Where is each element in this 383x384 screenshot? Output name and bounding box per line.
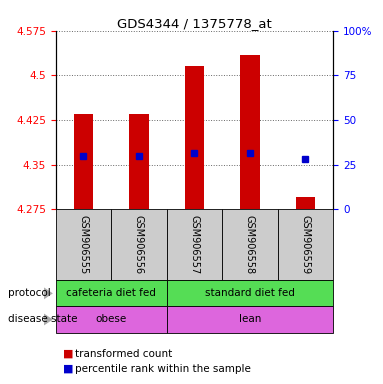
Bar bbox=[74, 114, 93, 209]
Bar bbox=[167, 209, 222, 280]
Text: obese: obese bbox=[95, 314, 127, 324]
Bar bbox=[56, 209, 111, 280]
Bar bbox=[129, 114, 149, 209]
Text: GSM906556: GSM906556 bbox=[134, 215, 144, 274]
Text: protocol: protocol bbox=[8, 288, 51, 298]
Bar bbox=[111, 209, 167, 280]
Text: standard diet fed: standard diet fed bbox=[205, 288, 295, 298]
Polygon shape bbox=[44, 288, 53, 299]
Text: percentile rank within the sample: percentile rank within the sample bbox=[75, 364, 250, 374]
Bar bbox=[167, 280, 333, 306]
Text: ■: ■ bbox=[63, 349, 74, 359]
Bar bbox=[56, 306, 167, 333]
Text: disease state: disease state bbox=[8, 314, 77, 324]
Bar bbox=[56, 280, 167, 306]
Bar bbox=[240, 55, 260, 209]
Polygon shape bbox=[44, 314, 53, 325]
Bar bbox=[296, 197, 315, 209]
Text: ■: ■ bbox=[63, 364, 74, 374]
Text: transformed count: transformed count bbox=[75, 349, 172, 359]
Text: GSM906558: GSM906558 bbox=[245, 215, 255, 274]
Text: GSM906555: GSM906555 bbox=[78, 215, 88, 275]
Bar bbox=[222, 209, 278, 280]
Bar bbox=[278, 209, 333, 280]
Text: cafeteria diet fed: cafeteria diet fed bbox=[66, 288, 156, 298]
Text: GSM906557: GSM906557 bbox=[189, 215, 200, 275]
Bar bbox=[185, 66, 204, 209]
Text: GSM906559: GSM906559 bbox=[300, 215, 311, 274]
Text: lean: lean bbox=[239, 314, 261, 324]
Bar bbox=[167, 306, 333, 333]
Title: GDS4344 / 1375778_at: GDS4344 / 1375778_at bbox=[117, 17, 272, 30]
